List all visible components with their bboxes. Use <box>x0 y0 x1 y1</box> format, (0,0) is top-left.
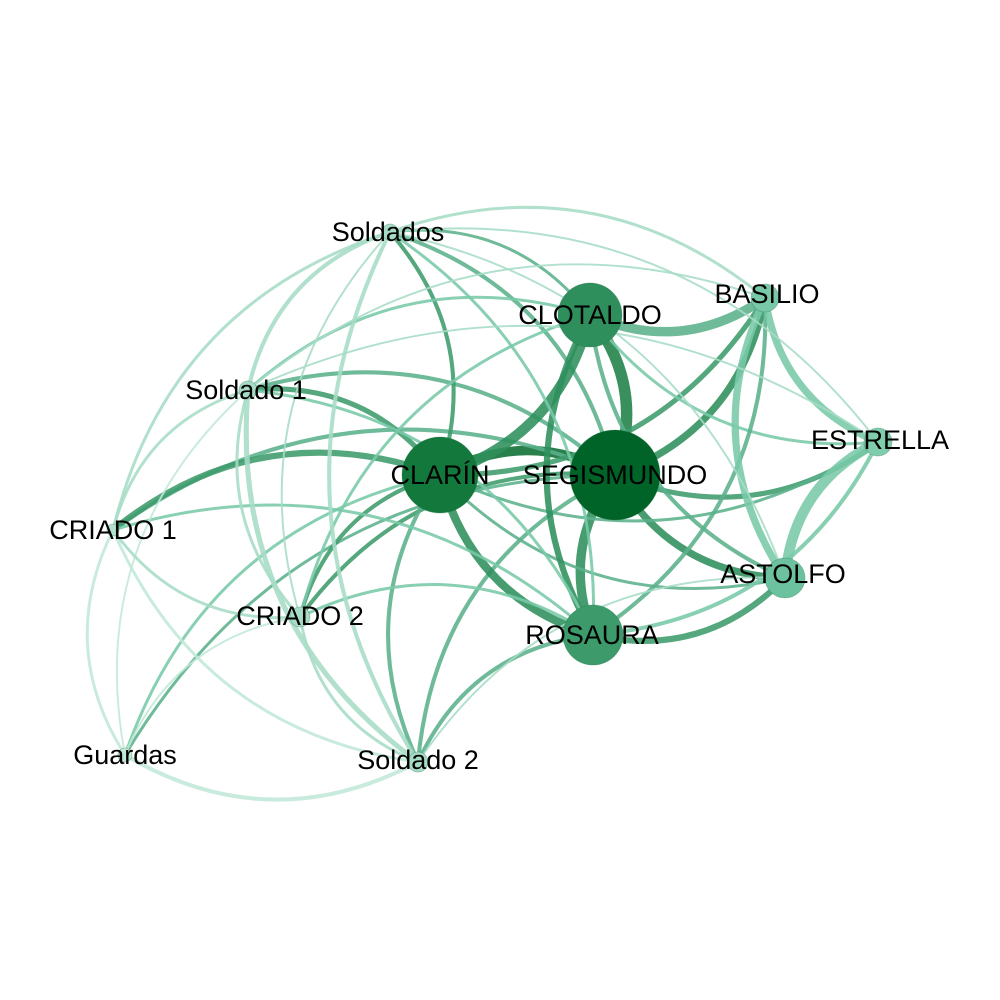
node-label-soldado1: Soldado 1 <box>185 375 307 405</box>
node-label-criado2: CRIADO 2 <box>236 601 364 631</box>
node-label-guardas: Guardas <box>73 740 177 770</box>
edge-rosaura-criado2 <box>298 582 595 637</box>
edge-basilio-astolfo <box>731 294 789 582</box>
node-estrella[interactable] <box>863 427 893 457</box>
node-soldados[interactable] <box>381 223 399 241</box>
edge-soldado1-criado1 <box>111 388 250 532</box>
edge-guardas-soldado2 <box>122 752 421 802</box>
node-label-astolfo: ASTOLFO <box>720 559 846 589</box>
node-rosaura[interactable] <box>562 604 624 666</box>
node-label-criado1: CRIADO 1 <box>49 515 177 545</box>
edge-rosaura-soldados <box>388 230 596 637</box>
edge-astolfo-soldado2 <box>417 576 786 763</box>
node-soldado1[interactable] <box>238 380 258 400</box>
edge-clarin-guardas <box>123 473 442 757</box>
node-label-rosaura: ROSAURA <box>525 620 659 650</box>
node-guardas[interactable] <box>117 747 133 763</box>
node-label-segismundo: SEGISMUNDO <box>523 460 708 490</box>
edge-clarin-astolfo <box>438 473 787 590</box>
edge-soldados-soldado2 <box>327 229 421 765</box>
node-clarin[interactable] <box>401 436 479 514</box>
edge-soldados-criado2 <box>280 231 391 618</box>
edge-criado2-soldado2 <box>298 615 420 764</box>
node-label-clarin: CLARÍN <box>390 460 489 490</box>
node-label-clotaldo: CLOTALDO <box>518 300 662 330</box>
edge-criado2-guardas <box>124 616 301 756</box>
node-label-estrella: ESTRELLA <box>811 425 949 455</box>
edge-segismundo-soldado2 <box>415 472 618 765</box>
edge-soldados-criado1 <box>111 230 392 532</box>
node-clotaldo[interactable] <box>557 282 623 348</box>
labels-layer: SEGISMUNDO CLARÍN CLOTALDO ROSAURA BASILIO ES… <box>49 217 949 775</box>
node-label-soldados: Soldados <box>332 217 445 247</box>
edge-segismundo-soldados <box>387 229 618 478</box>
node-astolfo[interactable] <box>764 557 806 599</box>
edge-estrella-astolfo <box>779 436 884 584</box>
edge-clarin-soldado2 <box>386 472 443 765</box>
edge-criado1-guardas <box>85 528 127 757</box>
node-segismundo[interactable] <box>569 429 661 521</box>
node-label-soldado2: Soldado 2 <box>357 745 479 775</box>
node-label-basilio: BASILIO <box>714 279 819 309</box>
node-criado1[interactable] <box>106 523 120 537</box>
edge-estrella-soldados <box>389 227 879 443</box>
edge-basilio-estrella <box>761 294 882 446</box>
edge-rosaura-soldado2 <box>415 632 596 765</box>
edge-soldado1-guardas <box>115 389 249 756</box>
edge-rosaura-criado1 <box>111 503 595 637</box>
edge-astolfo-soldados <box>389 231 786 579</box>
edge-basilio-soldados <box>388 205 767 300</box>
edge-clotaldo-criado2 <box>298 313 592 619</box>
edge-clarin-estrella <box>438 440 880 523</box>
edge-soldado1-soldado2 <box>243 387 421 765</box>
node-criado2[interactable] <box>289 606 311 628</box>
edge-clotaldo-estrella <box>588 313 880 446</box>
edge-clarin-criado1 <box>109 449 444 534</box>
edge-criado1-soldado2 <box>111 528 420 764</box>
nodes-layer <box>106 223 893 773</box>
edge-rosaura-basilio <box>590 295 768 638</box>
node-basilio[interactable] <box>750 283 780 313</box>
edge-segismundo-soldado1 <box>245 370 618 478</box>
node-soldado2[interactable] <box>407 751 429 773</box>
edge-criado1-criado2 <box>111 528 302 620</box>
